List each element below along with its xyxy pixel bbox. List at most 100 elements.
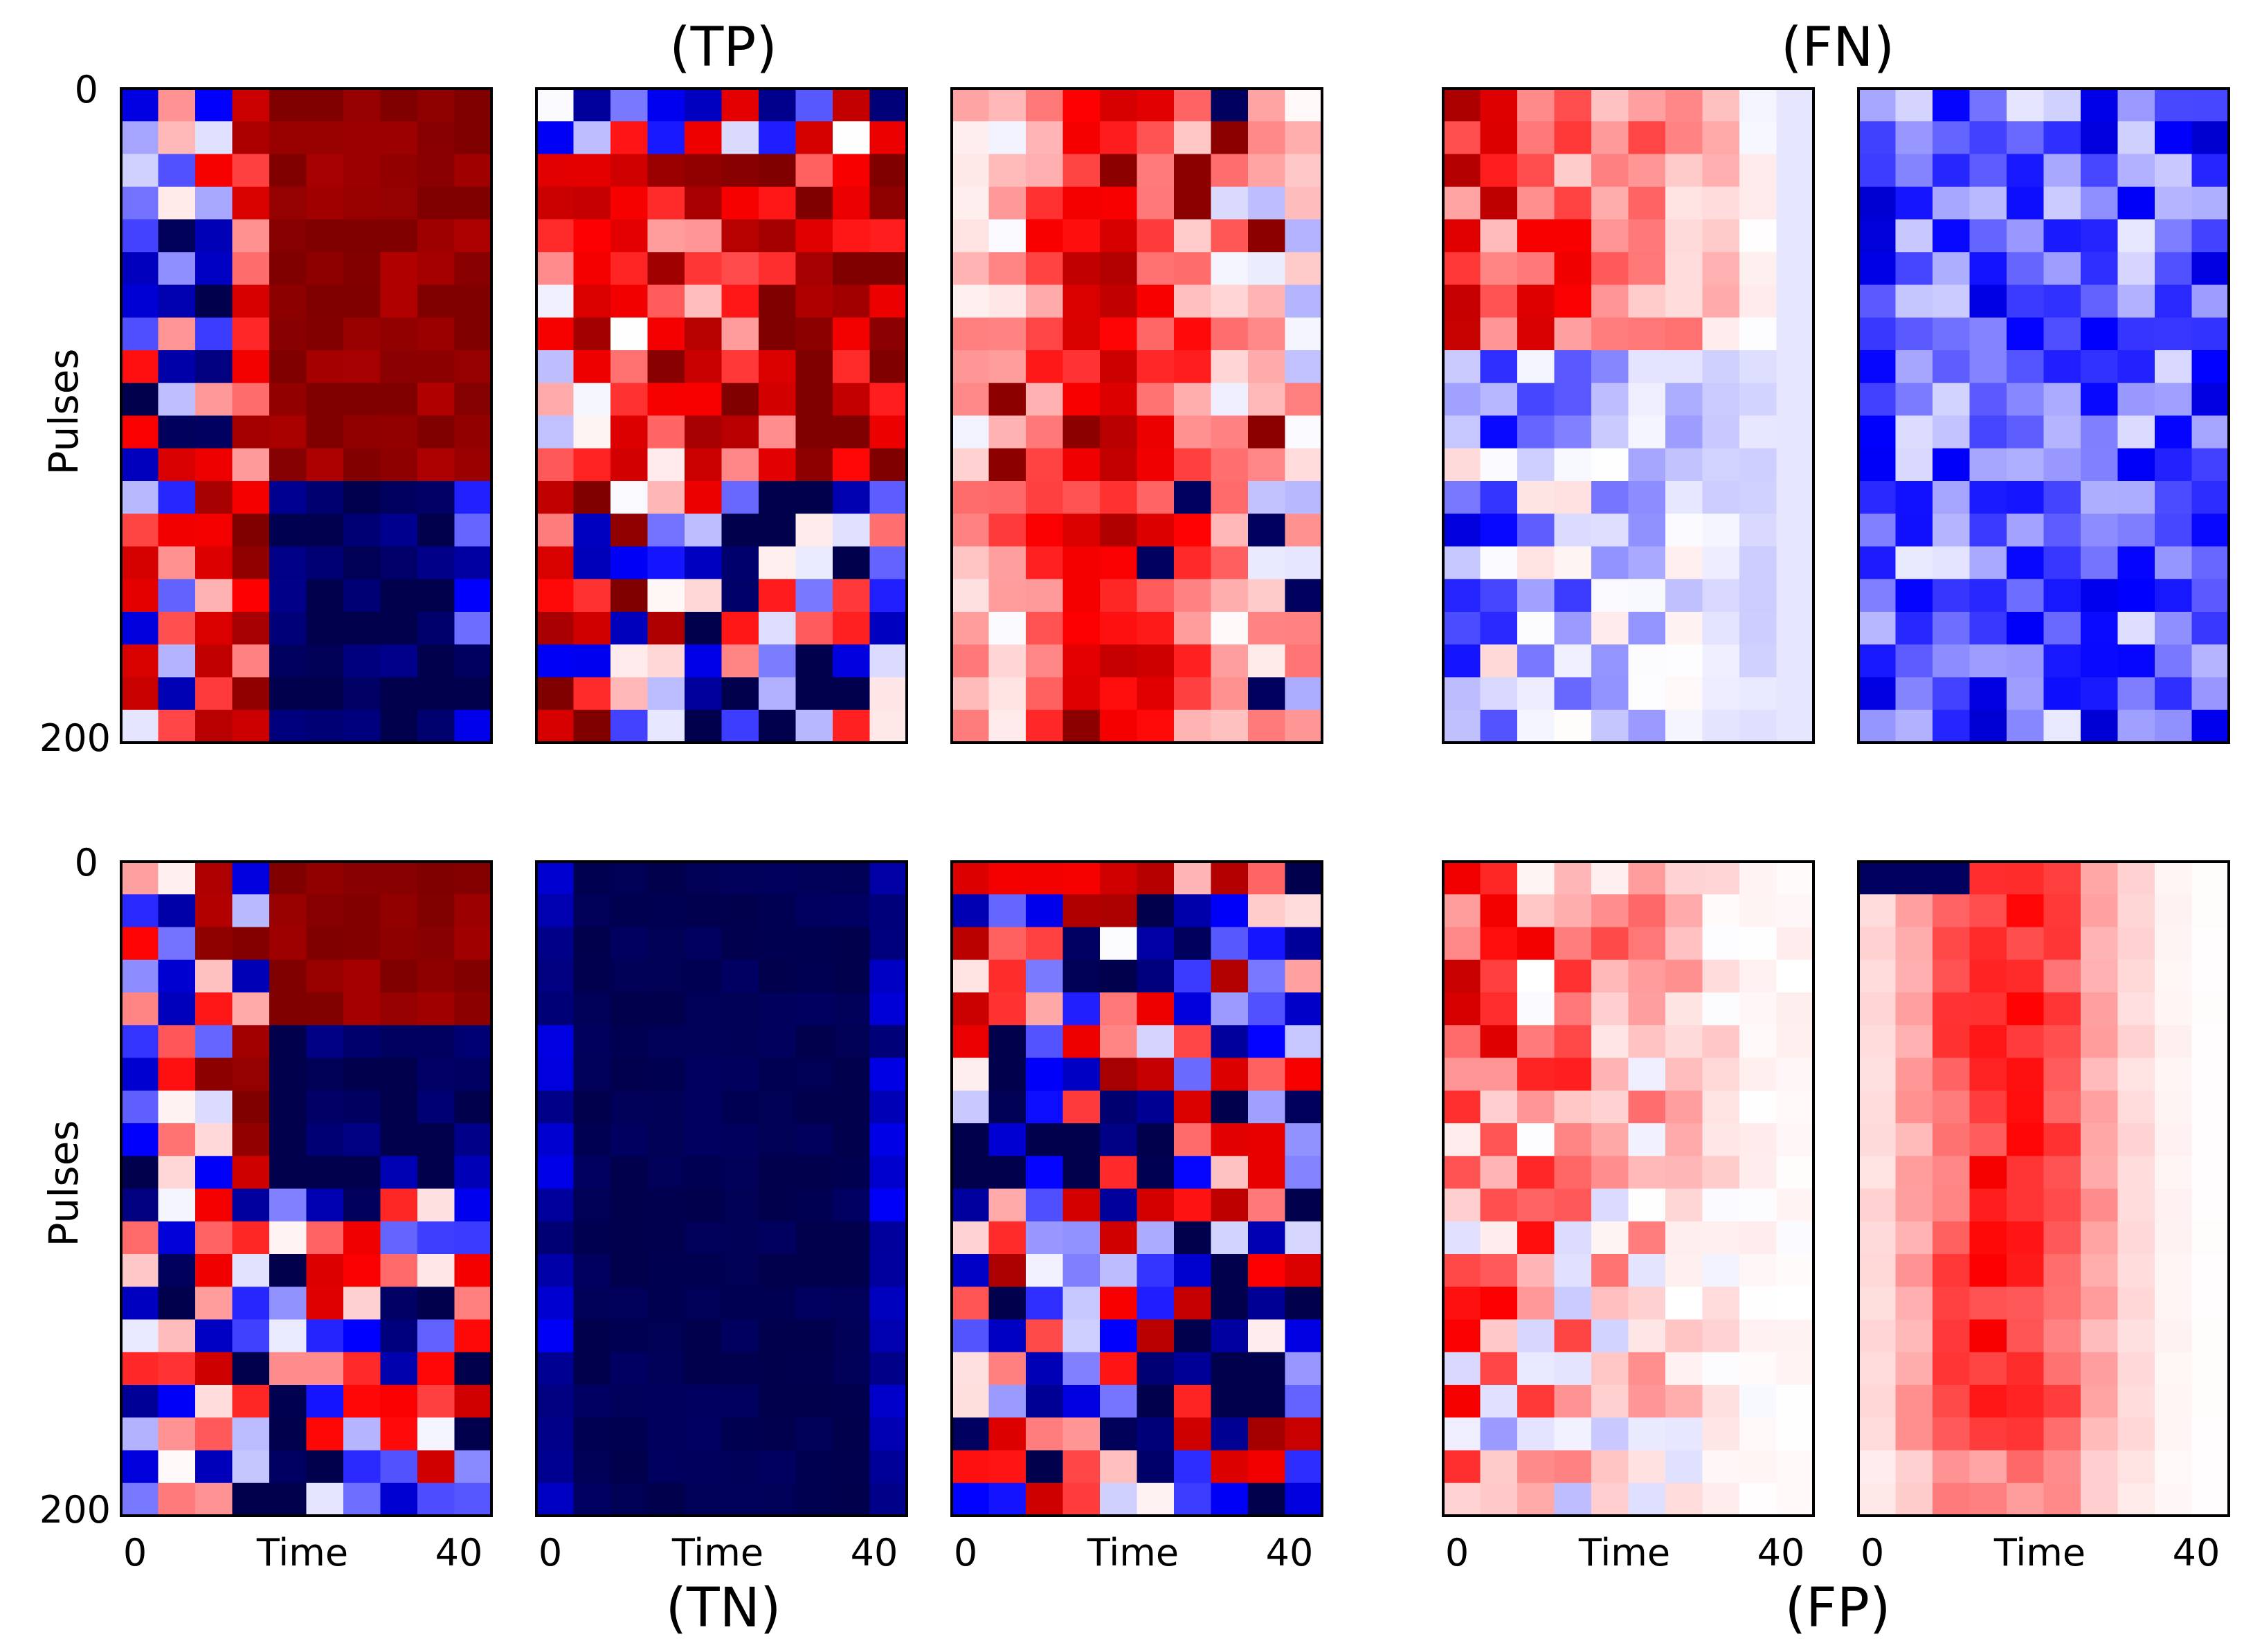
heatmap-cell bbox=[2007, 579, 2045, 612]
heatmap-cell bbox=[647, 1482, 685, 1516]
heatmap-cell bbox=[1702, 317, 1740, 351]
heatmap-cell bbox=[759, 284, 797, 318]
heatmap-cell bbox=[1933, 546, 1971, 580]
heatmap-cell bbox=[1100, 1319, 1138, 1353]
heatmap-cell bbox=[232, 1025, 270, 1059]
heatmap-cell bbox=[1969, 1319, 2007, 1353]
heatmap-cell bbox=[1480, 1188, 1518, 1222]
heatmap-cell bbox=[1776, 219, 1814, 253]
heatmap-cell bbox=[869, 284, 907, 318]
heatmap-cell bbox=[1665, 415, 1703, 449]
heatmap-cell bbox=[1285, 579, 1323, 612]
heatmap-cell bbox=[833, 448, 871, 482]
heatmap-cell bbox=[1933, 1417, 1971, 1451]
heatmap-cell bbox=[1739, 927, 1777, 961]
heatmap-cell bbox=[158, 1123, 196, 1156]
heatmap-cell bbox=[1776, 959, 1814, 993]
heatmap-cell bbox=[2043, 709, 2081, 743]
heatmap-cell bbox=[988, 252, 1026, 286]
heatmap-cell bbox=[1591, 186, 1629, 220]
heatmap-cell bbox=[1665, 1025, 1703, 1059]
heatmap-cell bbox=[2043, 121, 2081, 155]
heatmap-cell bbox=[1062, 959, 1101, 993]
heatmap-cell bbox=[232, 1450, 270, 1484]
heatmap-cell bbox=[1137, 1385, 1175, 1418]
heatmap-cell bbox=[2007, 1025, 2045, 1059]
heatmap-cell bbox=[2117, 284, 2155, 318]
heatmap-cell bbox=[1211, 546, 1249, 580]
heatmap-cell bbox=[1443, 992, 1481, 1026]
heatmap-cell bbox=[2081, 1482, 2119, 1516]
heatmap-cell bbox=[685, 1058, 723, 1091]
heatmap-cell bbox=[306, 959, 344, 993]
heatmap-cell bbox=[1137, 644, 1175, 678]
heatmap-cell bbox=[2117, 1123, 2155, 1156]
heatmap-cell bbox=[2081, 709, 2119, 743]
heatmap-cell bbox=[1665, 1221, 1703, 1255]
heatmap-cell bbox=[2155, 579, 2193, 612]
heatmap-cell bbox=[121, 383, 159, 417]
heatmap-cell bbox=[685, 1221, 723, 1255]
heatmap-cell bbox=[573, 415, 611, 449]
heatmap-cell bbox=[1933, 579, 1971, 612]
heatmap-cell bbox=[121, 546, 159, 580]
heatmap-cell bbox=[2007, 894, 2045, 928]
heatmap-cell bbox=[759, 546, 797, 580]
heatmap-cell bbox=[988, 1319, 1026, 1353]
heatmap-cell bbox=[1480, 1025, 1518, 1059]
heatmap-cell bbox=[232, 154, 270, 188]
heatmap-cell bbox=[536, 677, 574, 711]
heatmap-cell bbox=[1858, 1025, 1897, 1059]
heatmap-cell bbox=[417, 415, 455, 449]
heatmap-cell bbox=[2191, 1188, 2229, 1222]
heatmap-cell bbox=[2191, 121, 2229, 155]
heatmap-cell bbox=[380, 1123, 418, 1156]
heatmap-cell bbox=[795, 1417, 833, 1451]
heatmap-cell bbox=[1285, 1417, 1323, 1451]
heatmap-cell bbox=[232, 1287, 270, 1320]
heatmap-cell bbox=[121, 1352, 159, 1386]
heatmap-cell bbox=[1591, 1123, 1629, 1156]
heatmap-cell bbox=[2043, 186, 2081, 220]
heatmap-cell bbox=[1554, 481, 1592, 514]
heatmap-cell bbox=[1443, 448, 1481, 482]
heatmap-cell bbox=[795, 1090, 833, 1124]
heatmap-cell bbox=[952, 481, 990, 514]
heatmap-cell bbox=[1248, 1352, 1286, 1386]
heatmap-cell bbox=[2191, 350, 2229, 383]
heatmap-cell bbox=[1026, 1287, 1064, 1320]
heatmap-cell bbox=[1517, 612, 1555, 645]
heatmap-cell bbox=[1062, 186, 1101, 220]
heatmap-cell bbox=[1933, 383, 1971, 417]
heatmap-cell bbox=[1702, 121, 1740, 155]
heatmap-cell bbox=[1665, 644, 1703, 678]
heatmap-cell bbox=[1480, 992, 1518, 1026]
heatmap-cell bbox=[685, 448, 723, 482]
heatmap-cell bbox=[1517, 894, 1555, 928]
heatmap-cell bbox=[1443, 1287, 1481, 1320]
heatmap-cell bbox=[1100, 415, 1138, 449]
heatmap-cell bbox=[869, 481, 907, 514]
heatmap-cell bbox=[1628, 1058, 1666, 1091]
heatmap-cell bbox=[158, 186, 196, 220]
heatmap-cell bbox=[232, 219, 270, 253]
heatmap-cell bbox=[833, 959, 871, 993]
heatmap-cell bbox=[2081, 1287, 2119, 1320]
heatmap-cell bbox=[1969, 121, 2007, 155]
heatmap-cell bbox=[269, 1058, 307, 1091]
heatmap-cell bbox=[195, 1058, 233, 1091]
heatmap-cell bbox=[343, 1352, 381, 1386]
heatmap-cell bbox=[869, 1058, 907, 1091]
heatmap-cell bbox=[685, 862, 723, 895]
heatmap-cell bbox=[1248, 677, 1286, 711]
heatmap-cell bbox=[1933, 1385, 1971, 1418]
heatmap-cell bbox=[1517, 546, 1555, 580]
heatmap-cell bbox=[1480, 579, 1518, 612]
heatmap-cell bbox=[1026, 546, 1064, 580]
heatmap-cell bbox=[1100, 1156, 1138, 1190]
heatmap-cell bbox=[1100, 1058, 1138, 1091]
heatmap-cell bbox=[306, 514, 344, 547]
heatmap-cell bbox=[1062, 383, 1101, 417]
heatmap-cell bbox=[2043, 1352, 2081, 1386]
heatmap-cell bbox=[1100, 219, 1138, 253]
